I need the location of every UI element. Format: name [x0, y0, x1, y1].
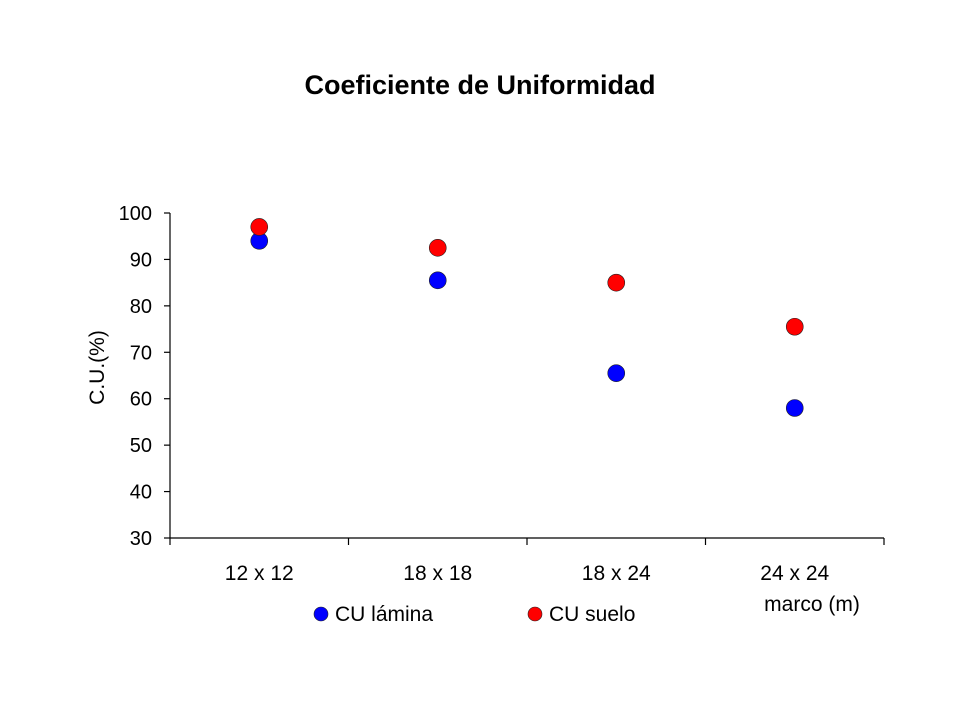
x-tick-label: 24 x 24 — [760, 562, 829, 585]
series-2 — [250, 218, 804, 336]
legend-marker — [313, 606, 329, 622]
data-point — [428, 239, 447, 257]
y-tick-label: 30 — [130, 528, 152, 550]
legend-label: CU suelo — [549, 603, 635, 626]
x-tick-label: 18 x 24 — [582, 562, 651, 585]
y-axis-label: C.U.(%) — [86, 330, 109, 405]
y-tick-label: 90 — [130, 249, 152, 271]
y-tick-label: 60 — [130, 389, 152, 411]
series-1 — [250, 232, 804, 417]
x-ticks: 12 x 12 18 x 18 18 x 24 24 x 24 — [169, 538, 885, 585]
data-point — [607, 273, 626, 292]
x-tick-label: 18 x 18 — [403, 562, 472, 585]
data-point — [607, 364, 626, 382]
y-tick-label: 100 — [119, 203, 152, 225]
legend-entry: CU suelo — [527, 603, 635, 626]
axes — [169, 213, 884, 539]
legend: CU lámina CU suelo — [313, 603, 635, 626]
y-tick-label: 70 — [130, 342, 152, 364]
x-axis-label: marco (m) — [764, 593, 860, 616]
data-point — [785, 317, 804, 336]
legend-marker — [527, 606, 543, 622]
y-tick-label: 80 — [130, 296, 152, 318]
data-points — [250, 218, 804, 417]
chart-title: Coeficiente de Uniformidad — [304, 70, 656, 100]
legend-label: CU lámina — [335, 603, 433, 626]
x-tick-label: 12 x 12 — [225, 562, 294, 585]
data-point — [428, 271, 447, 290]
y-ticks: 100 90 80 70 60 50 40 30 — [119, 203, 170, 550]
legend-entry: CU lámina — [313, 603, 433, 626]
data-point — [250, 218, 269, 236]
y-tick-label: 40 — [130, 482, 152, 504]
y-tick-label: 50 — [130, 435, 152, 457]
data-point — [785, 399, 804, 417]
